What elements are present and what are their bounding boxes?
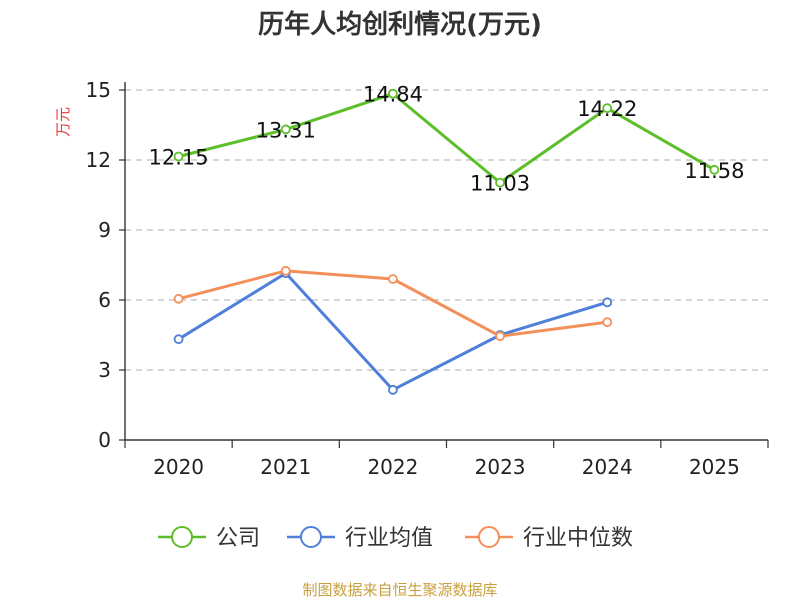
data-label: 13.31 [256,118,316,142]
x-tick-label: 2024 [582,455,633,479]
legend-marker [478,526,500,548]
x-tick-label: 2021 [260,455,311,479]
y-tick-label: 9 [98,218,111,242]
legend-marker [171,526,193,548]
data-label: 14.84 [363,83,423,107]
legend: 公司 行业均值 行业中位数 [158,526,633,551]
data-point [388,274,398,284]
legend-label: 行业中位数 [523,526,633,551]
data-point [173,334,184,345]
data-point [495,331,505,342]
series-group [173,88,720,395]
y-axis-label: 万元 [54,107,72,137]
data-label: 14.22 [577,97,637,121]
data-point [388,88,398,99]
data-point [280,265,291,276]
data-point [602,317,613,328]
x-tick-label: 2025 [689,455,740,479]
data-point [173,293,184,304]
y-tick-label: 6 [98,288,111,312]
footer-source: 制图数据来自恒生聚源数据库 [302,581,497,599]
grid-lines [125,89,768,371]
data-point [602,297,613,308]
data-label: 11.03 [470,172,530,196]
data-label: 12.15 [149,146,209,170]
data-point [709,164,720,175]
axes [124,82,768,441]
x-tick-label: 2020 [153,455,204,479]
data-point [388,384,398,395]
chart-title: 历年人均创利情况(万元) [258,9,542,40]
x-tick-label: 2023 [475,455,526,479]
data-point [173,151,184,162]
series-line [178,92,716,185]
y-tick-label: 0 [98,428,111,452]
data-point [280,124,291,135]
y-tick-label: 3 [98,358,111,382]
data-label: 11.58 [684,159,744,183]
legend-marker [300,526,322,548]
x-tick-label: 2022 [367,455,418,479]
x-axis-ticks: 2020 2021 2022 2023 2024 2025 [124,440,769,479]
legend-label: 行业均值 [345,526,433,551]
data-point [602,103,613,114]
y-tick-label: 12 [86,148,111,172]
y-tick-label: 15 [86,78,111,102]
data-point [495,177,505,188]
data-labels: 12.15 13.31 14.84 11.03 14.22 11.58 [149,83,745,196]
y-axis-ticks: 0 3 6 9 12 15 [86,78,125,452]
legend-label: 公司 [216,526,260,551]
